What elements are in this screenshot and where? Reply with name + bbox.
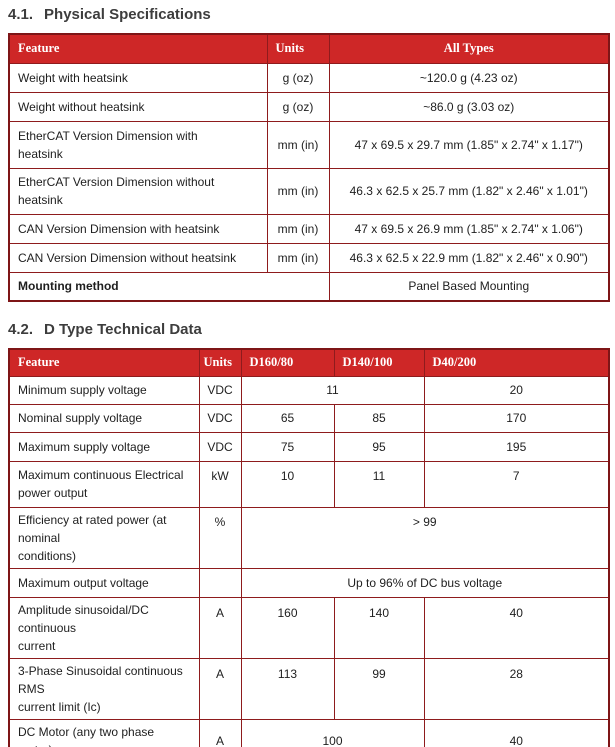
table-row: DC Motor (any two phase motor) A 100 40 [8, 718, 610, 747]
value-cell: 46.3 x 62.5 x 25.7 mm (1.82" x 2.46" x 1… [328, 167, 610, 215]
value-cell: 40 [423, 596, 610, 659]
column-header-d40-200: D40/200 [423, 348, 610, 377]
feature-cell: Amplitude sinusoidal/DC continuous curre… [8, 596, 200, 659]
units-cell: mm (in) [266, 120, 330, 169]
feature-cell: CAN Version Dimension with heatsink [8, 213, 268, 244]
value-cell: 99 [333, 657, 425, 720]
column-header-units: Units [266, 33, 330, 64]
feature-cell: Maximum supply voltage [8, 431, 200, 462]
value-cell: 11 [240, 375, 425, 405]
feature-cell: Efficiency at rated power (at nominal co… [8, 506, 200, 569]
table-row: Efficiency at rated power (at nominal co… [8, 506, 610, 569]
units-cell: A [198, 657, 242, 720]
value-cell: 28 [423, 657, 610, 720]
table-row: EtherCAT Version Dimension without heats… [8, 167, 610, 215]
table-row: EtherCAT Version Dimension with heatsink… [8, 120, 610, 169]
table-header-row: Feature Units All Types [8, 33, 610, 64]
feature-cell: Weight with heatsink [8, 62, 268, 93]
units-cell: VDC [198, 403, 242, 433]
units-cell: mm (in) [266, 242, 330, 273]
feature-cell: EtherCAT Version Dimension without heats… [8, 167, 268, 215]
column-header-units: Units [198, 348, 242, 377]
feature-cell: Weight without heatsink [8, 91, 268, 122]
column-header-feature: Feature [8, 33, 268, 64]
value-cell: 85 [333, 403, 425, 433]
feature-cell: Maximum output voltage [8, 567, 200, 598]
value-cell: Panel Based Mounting [328, 271, 610, 302]
units-cell: VDC [198, 431, 242, 462]
feature-cell: Nominal supply voltage [8, 403, 200, 433]
section-number: 4.1. [8, 6, 34, 23]
units-cell: mm (in) [266, 167, 330, 215]
column-header-feature: Feature [8, 348, 200, 377]
feature-cell: 3-Phase Sinusoidal continuous RMS curren… [8, 657, 200, 720]
table-row: Nominal supply voltage VDC 65 85 170 [8, 403, 610, 433]
section-4-2-heading: 4.2. D Type Technical Data [8, 319, 608, 340]
value-cell: 47 x 69.5 x 26.9 mm (1.85" x 2.74" x 1.0… [328, 213, 610, 244]
table-row: Maximum continuous Electrical power outp… [8, 460, 610, 508]
units-cell: mm (in) [266, 213, 330, 244]
table-row: CAN Version Dimension without heatsink m… [8, 242, 610, 273]
table-header-row: Feature Units D160/80 D140/100 D40/200 [8, 348, 610, 377]
section-title: Physical Specifications [44, 6, 211, 23]
table-row: Weight with heatsink g (oz) ~120.0 g (4.… [8, 62, 610, 93]
value-cell: 7 [423, 460, 610, 508]
value-cell: 160 [240, 596, 335, 659]
units-cell [198, 567, 242, 598]
value-cell: 10 [240, 460, 335, 508]
table-row: Weight without heatsink g (oz) ~86.0 g (… [8, 91, 610, 122]
table-row: Maximum supply voltage VDC 75 95 195 [8, 431, 610, 462]
value-cell: 195 [423, 431, 610, 462]
table-row: Maximum output voltage Up to 96% of DC b… [8, 567, 610, 598]
feature-cell: Minimum supply voltage [8, 375, 200, 405]
value-cell: 113 [240, 657, 335, 720]
units-cell: g (oz) [266, 62, 330, 93]
physical-specifications-table: Feature Units All Types Weight with heat… [8, 33, 610, 302]
value-cell: > 99 [240, 506, 610, 569]
feature-cell: DC Motor (any two phase motor) [8, 718, 200, 747]
value-cell: 95 [333, 431, 425, 462]
value-cell: 100 [240, 718, 425, 747]
value-cell: 140 [333, 596, 425, 659]
value-cell: 75 [240, 431, 335, 462]
feature-cell: EtherCAT Version Dimension with heatsink [8, 120, 268, 169]
section-title: D Type Technical Data [44, 321, 202, 338]
value-cell: 170 [423, 403, 610, 433]
table-row: Minimum supply voltage VDC 11 20 [8, 375, 610, 405]
section-4-1-heading: 4.1. Physical Specifications [8, 4, 608, 25]
value-cell: 11 [333, 460, 425, 508]
feature-cell: Mounting method [8, 271, 330, 302]
value-cell: 40 [423, 718, 610, 747]
units-cell: g (oz) [266, 91, 330, 122]
column-header-d140-100: D140/100 [333, 348, 425, 377]
table-row: CAN Version Dimension with heatsink mm (… [8, 213, 610, 244]
d-type-technical-data-table: Feature Units D160/80 D140/100 D40/200 M… [8, 348, 610, 747]
units-cell: A [198, 718, 242, 747]
section-number: 4.2. [8, 321, 34, 338]
value-cell: ~86.0 g (3.03 oz) [328, 91, 610, 122]
feature-cell: CAN Version Dimension without heatsink [8, 242, 268, 273]
units-cell: kW [198, 460, 242, 508]
table-row: Amplitude sinusoidal/DC continuous curre… [8, 596, 610, 659]
units-cell: % [198, 506, 242, 569]
value-cell: 65 [240, 403, 335, 433]
units-cell: VDC [198, 375, 242, 405]
column-header-all-types: All Types [328, 33, 610, 64]
value-cell: ~120.0 g (4.23 oz) [328, 62, 610, 93]
units-cell: A [198, 596, 242, 659]
column-header-d160-80: D160/80 [240, 348, 335, 377]
value-cell: 46.3 x 62.5 x 22.9 mm (1.82" x 2.46" x 0… [328, 242, 610, 273]
value-cell: Up to 96% of DC bus voltage [240, 567, 610, 598]
value-cell: 47 x 69.5 x 29.7 mm (1.85" x 2.74" x 1.1… [328, 120, 610, 169]
table-row: 3-Phase Sinusoidal continuous RMS curren… [8, 657, 610, 720]
feature-cell: Maximum continuous Electrical power outp… [8, 460, 200, 508]
table-row: Mounting method Panel Based Mounting [8, 271, 610, 302]
value-cell: 20 [423, 375, 610, 405]
